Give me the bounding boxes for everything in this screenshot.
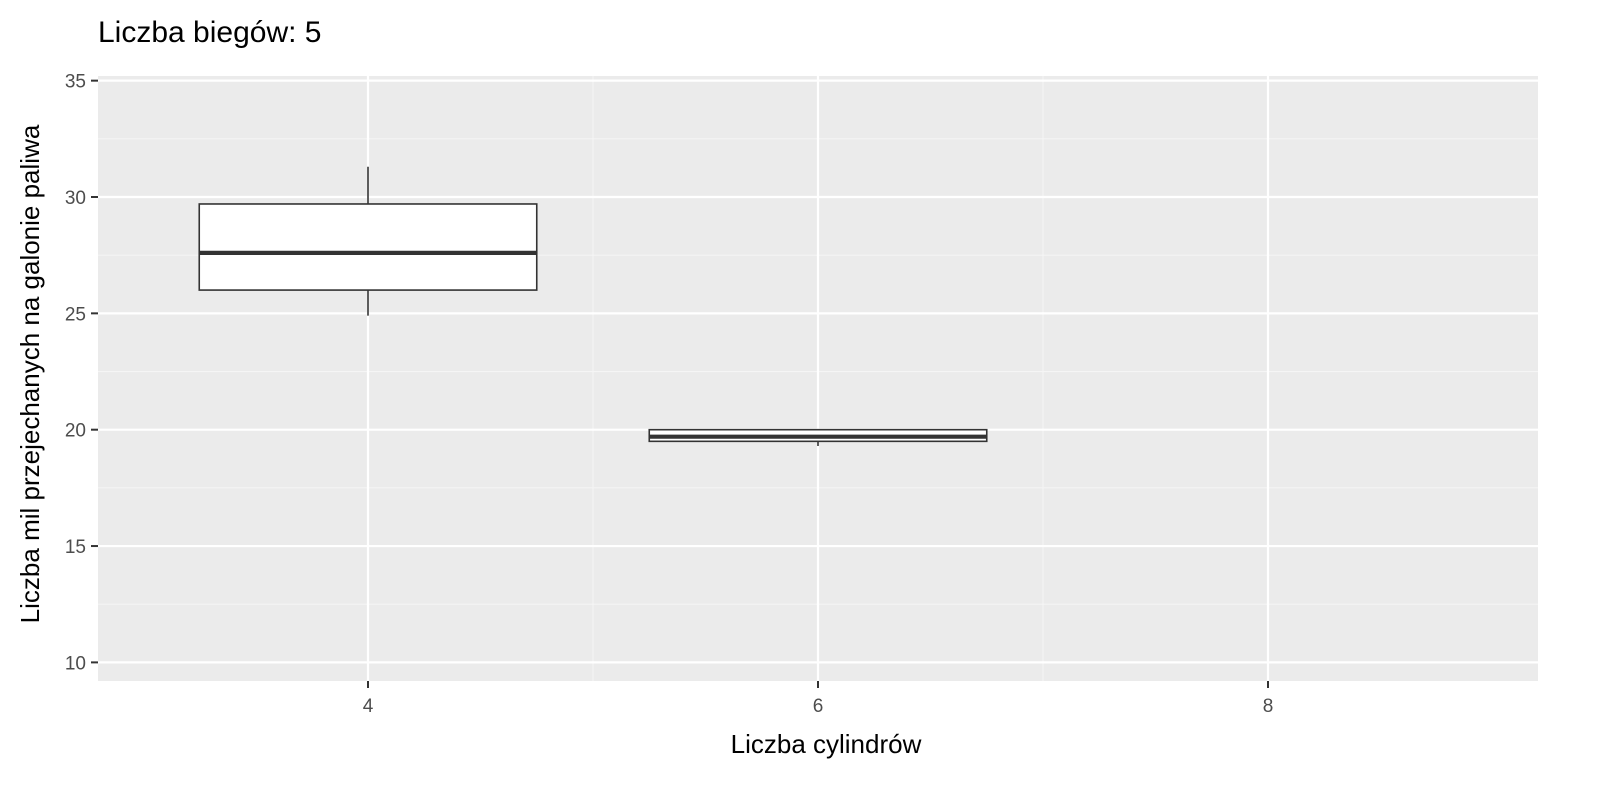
box (198, 203, 538, 291)
chart-title: Liczba biegów: 5 (98, 16, 321, 49)
y-tick-label: 25 (65, 304, 86, 325)
y-axis: 10 15 20 25 30 35 (65, 72, 98, 674)
box-group (198, 166, 538, 316)
x-tick-label: 6 (813, 696, 824, 717)
y-tick-label: 15 (65, 537, 86, 558)
y-tick-label: 10 (65, 653, 86, 674)
y-tick-label: 30 (65, 188, 86, 209)
y-axis-title: Liczba mil przejechanych na galonie pali… (15, 124, 45, 623)
x-tick-label: 4 (363, 696, 374, 717)
x-axis: 4 6 8 (363, 681, 1274, 717)
x-tick-label: 8 (1263, 696, 1274, 717)
y-tick-label: 35 (65, 72, 86, 93)
x-axis-title: Liczba cylindrów (731, 729, 922, 759)
y-tick-label: 20 (65, 421, 86, 442)
box-group (648, 428, 988, 446)
boxes (198, 166, 988, 446)
